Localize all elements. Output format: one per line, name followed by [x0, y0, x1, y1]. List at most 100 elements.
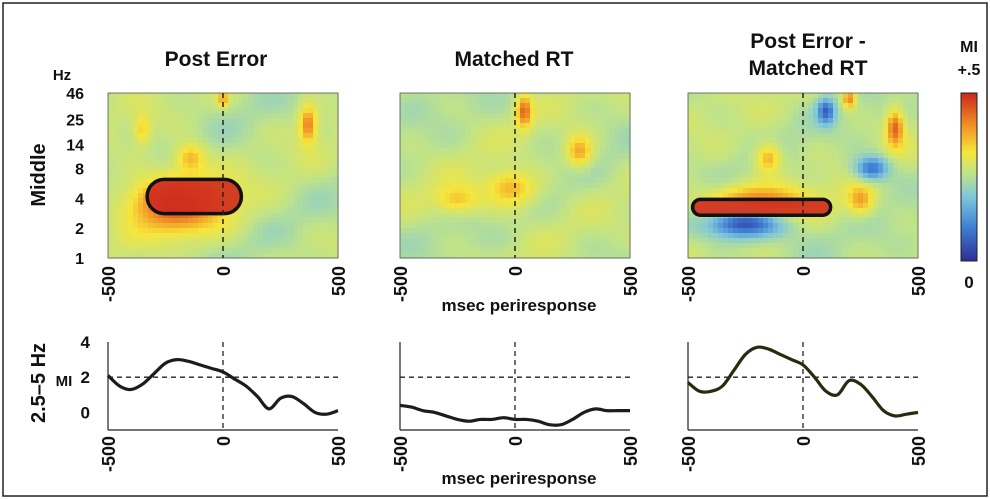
heatmap-cell [328, 253, 334, 259]
heatmap-cell [858, 218, 864, 224]
heatmap-cell [798, 228, 804, 234]
heatmap-cell [333, 118, 339, 124]
heatmap-cell [333, 123, 339, 129]
heatmap-cell [565, 198, 571, 204]
heatmap-cell [768, 163, 774, 169]
heatmap-cell [530, 213, 536, 219]
heatmap-cell [238, 158, 244, 164]
heatmap-cell [530, 168, 536, 174]
heatmap-cell [228, 228, 234, 234]
heatmap-cell [243, 253, 249, 259]
heatmap-cell [495, 203, 501, 209]
heatmap-cell [460, 168, 466, 174]
heatmap-cell [415, 163, 421, 169]
heatmap-cell [510, 203, 516, 209]
heatmap-cell [445, 203, 451, 209]
heatmap-cell [600, 193, 606, 199]
heatmap-cell [843, 148, 849, 154]
heatmap-cell [460, 203, 466, 209]
heatmap-cell [600, 238, 606, 244]
heatmap-cell [698, 148, 704, 154]
heatmap-cell [263, 228, 269, 234]
heatmap-cell [173, 128, 179, 134]
heatmap-cell [580, 123, 586, 129]
heatmap-cell [763, 153, 769, 159]
heatmap-cell [465, 248, 471, 254]
heatmap-cell [530, 253, 536, 259]
heatmap-cell [718, 223, 724, 229]
heatmap-cell [263, 148, 269, 154]
heatmap-cell [778, 248, 784, 254]
heatmap-cell [298, 98, 304, 104]
heatmap-cell [808, 233, 814, 239]
heatmap-cell [263, 158, 269, 164]
heatmap-cell [333, 243, 339, 249]
heatmap-cell [108, 103, 114, 109]
heatmap-cell [465, 253, 471, 259]
heatmap-cell [485, 138, 491, 144]
heatmap-cell [530, 138, 536, 144]
heatmap-cell [615, 228, 621, 234]
heatmap-cell [510, 103, 516, 109]
heatmap-cell [445, 138, 451, 144]
heatmap-cell [465, 178, 471, 184]
heatmap-cell [410, 193, 416, 199]
heatmap-cell [585, 208, 591, 214]
heatmap-cell [605, 198, 611, 204]
heatmap-cell [893, 138, 899, 144]
heatmap-cell [228, 118, 234, 124]
heatmap-cell [183, 103, 189, 109]
heatmap-cell [333, 168, 339, 174]
heatmap-cell [688, 113, 694, 119]
heatmap-cell [138, 173, 144, 179]
heatmap-cell [595, 153, 601, 159]
heatmap-cell [495, 168, 501, 174]
heatmap-cell [883, 133, 889, 139]
heatmap-cell [510, 173, 516, 179]
heatmap-cell [728, 178, 734, 184]
heatmap-cell [333, 128, 339, 134]
heatmap-cell [415, 133, 421, 139]
heatmap-cell [913, 158, 919, 164]
heatmap-cell [848, 168, 854, 174]
heatmap-cell [263, 223, 269, 229]
heatmap-cell [600, 158, 606, 164]
heatmap-cell [153, 118, 159, 124]
heatmap-cell [793, 163, 799, 169]
heatmap-cell [168, 173, 174, 179]
heatmap-cell [848, 173, 854, 179]
heatmap-cell [308, 123, 314, 129]
heatmap-cell [858, 138, 864, 144]
heatmap-cell [590, 133, 596, 139]
heatmap-cell [605, 163, 611, 169]
heatmap-cell [248, 248, 254, 254]
heatmap-cell [728, 193, 734, 199]
heatmap-cell [328, 98, 334, 104]
heatmap-cell [803, 103, 809, 109]
heatmap-cell [238, 203, 244, 209]
heatmap-cell [333, 188, 339, 194]
heatmap-cell [333, 133, 339, 139]
heatmap-cell [293, 188, 299, 194]
heatmap-cell [183, 233, 189, 239]
heatmap-cell [293, 193, 299, 199]
heatmap-cell [263, 168, 269, 174]
heatmap-cell [263, 183, 269, 189]
heatmap-cell [828, 248, 834, 254]
heatmap-cell [605, 138, 611, 144]
heatmap-cell [490, 183, 496, 189]
heatmap-cell [470, 218, 476, 224]
heatmap-cell [605, 228, 611, 234]
heatmap-cell [318, 238, 324, 244]
heatmap-cell [843, 213, 849, 219]
heatmap-cell [420, 218, 426, 224]
heatmap-cell [465, 153, 471, 159]
heatmap-cell [758, 238, 764, 244]
heatmap-cell [908, 143, 914, 149]
heatmap-cell [475, 118, 481, 124]
heatmap-cell [425, 103, 431, 109]
heatmap-cell [133, 243, 139, 249]
line-x-tick-label: -500 [99, 436, 119, 472]
heatmap-cell [863, 103, 869, 109]
heatmap-cell [530, 218, 536, 224]
